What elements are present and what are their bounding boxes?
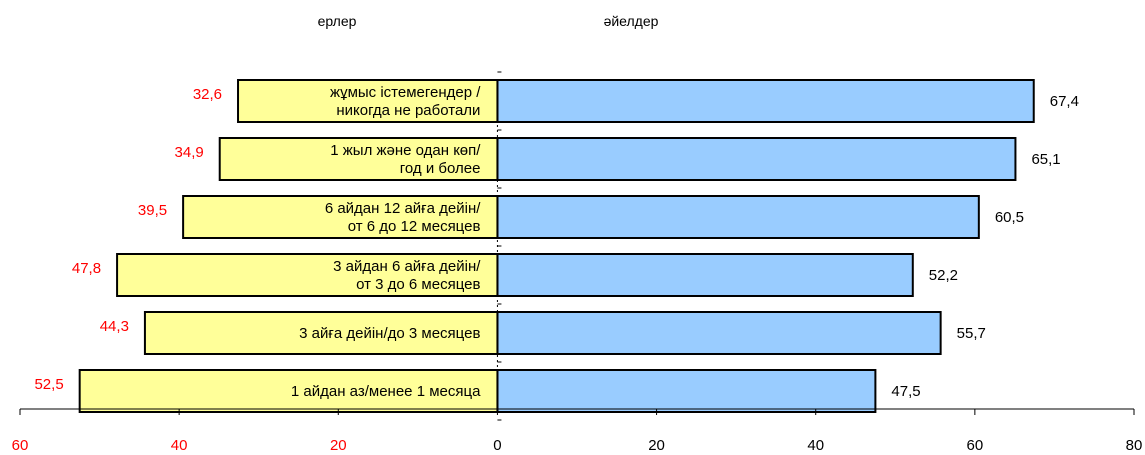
value-label-women: 67,4	[1050, 93, 1079, 110]
category-label: 6 айдан 12 айға дейін/от 6 до 12 месяцев	[325, 200, 481, 235]
category-label: 3 айға дейін/до 3 месяцев	[299, 325, 480, 342]
x-tick-label: 40	[807, 437, 824, 454]
category-label: 1 айдан аз/менее 1 месяца	[291, 383, 481, 400]
category-label-line: 1 айдан аз/менее 1 месяца	[291, 383, 481, 400]
value-label-men: 52,5	[34, 376, 63, 393]
bar-women	[496, 137, 1017, 181]
value-label-men: 32,6	[193, 86, 222, 103]
category-label: 3 айдан 6 айға дейін/от 3 до 6 месяцев	[333, 258, 481, 293]
bar-women	[496, 253, 914, 297]
bar-men	[116, 253, 499, 297]
x-tick-label: 60	[12, 437, 29, 454]
category-label-line: от 3 до 6 месяцев	[356, 276, 480, 293]
x-tick-label: 40	[171, 437, 188, 454]
x-tick-label: 0	[493, 437, 501, 454]
category-label-line: жұмыс істемегендер /	[330, 84, 481, 101]
x-tick-label: 60	[967, 437, 984, 454]
category-label: 1 жыл және одан көп/год и более	[330, 142, 481, 177]
category-label-line: 3 айдан 6 айға дейін/	[333, 258, 481, 275]
value-label-women: 52,2	[929, 267, 958, 284]
category-label-line: от 6 до 12 месяцев	[348, 218, 481, 235]
bar-women	[496, 79, 1035, 123]
category-label-line: никогда не работали	[336, 102, 480, 119]
bar-men	[182, 195, 499, 239]
bar-men	[237, 79, 499, 123]
category-label-line: 6 айдан 12 айға дейін/	[325, 200, 481, 217]
x-tick-label: 20	[648, 437, 665, 454]
value-label-men: 47,8	[72, 260, 101, 277]
category-label-line: 1 жыл және одан көп/	[330, 142, 481, 159]
value-label-women: 47,5	[891, 383, 920, 400]
bar-women	[496, 369, 877, 413]
category-label: жұмыс істемегендер / никогда не работали	[330, 84, 481, 119]
bar-men	[218, 137, 499, 181]
bar-women	[496, 311, 942, 355]
value-label-men: 39,5	[138, 202, 167, 219]
bar-men	[143, 311, 499, 355]
x-tick-label: 20	[330, 437, 347, 454]
bar-men	[78, 369, 499, 413]
bar-women	[496, 195, 980, 239]
series-label-men: ерлер	[318, 13, 357, 29]
x-tick-label: 80	[1126, 437, 1143, 454]
x-axis: 60 40 20 0 20 40 60 80	[12, 71, 1143, 454]
value-label-women: 65,1	[1031, 151, 1060, 168]
value-label-men: 34,9	[175, 144, 204, 161]
bars-group: жұмыс істемегендер / никогда не работали 3…	[34, 79, 1079, 413]
category-label-line: 3 айға дейін/до 3 месяцев	[299, 325, 480, 342]
value-label-men: 44,3	[100, 318, 129, 335]
category-label-line: год и более	[400, 160, 481, 177]
series-label-women: әйелдер	[604, 13, 659, 29]
value-label-women: 55,7	[957, 325, 986, 342]
value-label-women: 60,5	[995, 209, 1024, 226]
